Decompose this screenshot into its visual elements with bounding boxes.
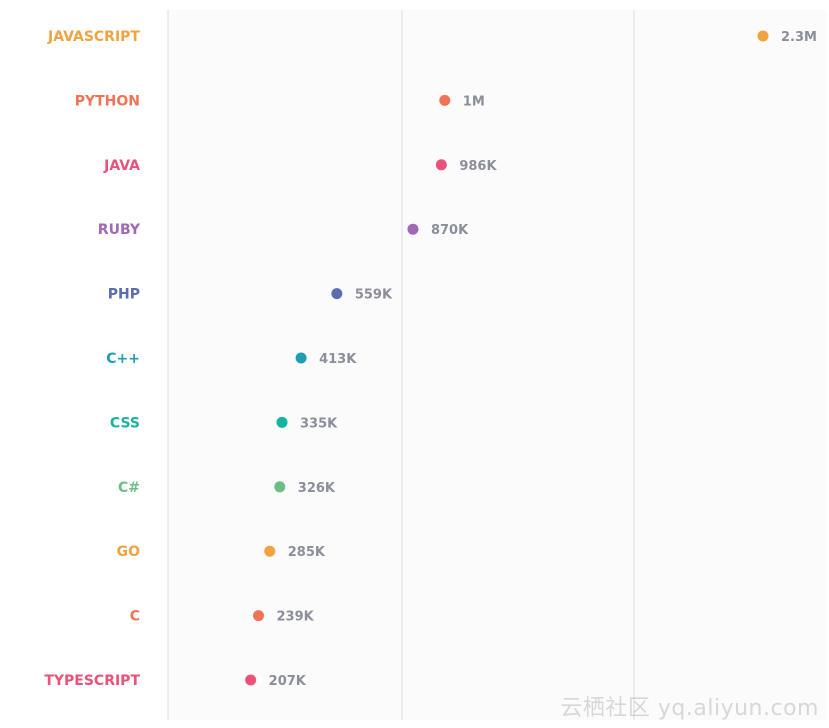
category-label-php: PHP [108,287,140,303]
bar-dot-css [276,416,288,428]
value-label-c: 239K [277,610,315,625]
value-label-go: 285K [288,545,326,560]
bar-dot-java [435,159,447,171]
category-label-go: GO [117,544,140,560]
bar-dot-typescript [245,674,257,686]
bar-dot-cplusplus [295,352,307,364]
value-label-csharp: 326K [298,481,336,496]
value-label-css: 335K [300,416,338,431]
bar-dot-python [439,94,451,106]
bar-dot-c [253,610,265,622]
category-label-c: C [130,609,140,625]
category-label-javascript: JAVASCRIPT [47,29,140,45]
bar-dot-csharp [274,481,286,493]
value-label-java: 986K [459,159,497,174]
category-label-typescript: TYPESCRIPT [44,673,140,689]
category-label-cplusplus: C++ [106,351,140,367]
bar-dot-php [331,288,343,300]
bar-dot-ruby [407,223,419,235]
category-label-css: CSS [110,415,140,431]
value-label-python: 1M [463,94,485,109]
plot-background [168,10,827,720]
value-label-ruby: 870K [431,223,469,238]
value-label-javascript: 2.3M [781,30,817,45]
category-label-csharp: C# [118,480,140,496]
category-label-ruby: RUBY [98,222,141,238]
bar-dot-go [264,545,276,557]
value-label-cplusplus: 413K [319,352,357,367]
category-label-python: PYTHON [75,93,140,109]
value-label-typescript: 207K [269,674,307,689]
value-label-php: 559K [355,288,393,303]
category-label-java: JAVA [103,158,140,174]
bar-dot-javascript [757,30,769,42]
